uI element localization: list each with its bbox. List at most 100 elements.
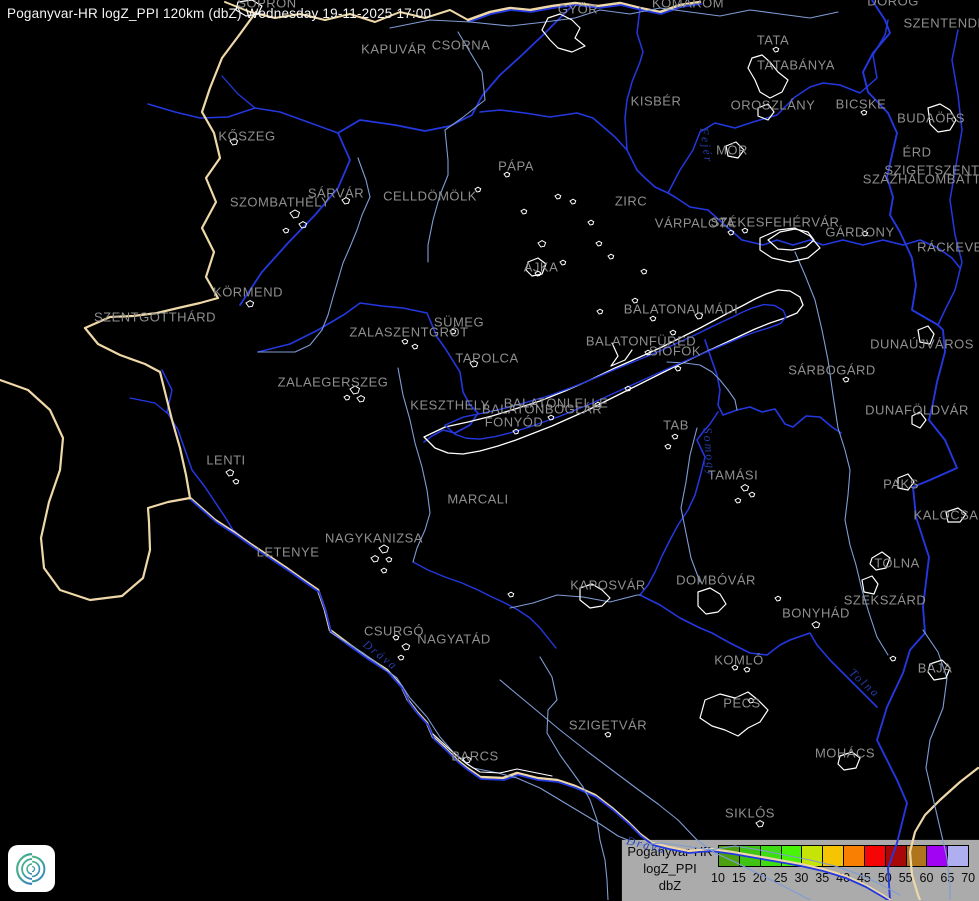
legend-tick: 65 [940,871,955,885]
settlement-outline [842,376,850,383]
city-label-tata: TATA [756,32,790,48]
city-label-dombovar: DOMBÓVÁR [676,572,756,588]
settlement-outline [225,469,235,477]
city-label-papa: PÁPA [498,158,534,174]
szigetvar-line [539,656,609,900]
legend-color-box [822,845,844,867]
legend-color-box [843,845,864,867]
legend-tick: 50 [877,871,892,885]
city-label-dunafoldvar: DUNAFÖLDVÁR [865,402,969,418]
city-label-nagykanizsa: NAGYKANIZSA [325,530,423,546]
settlement-outline [232,478,240,485]
city-label-szekszard: SZEKSZÁRD [843,592,927,608]
city-label-mohacs: MOHÁCS [814,745,876,761]
velence-lake [767,228,815,251]
settlement-outline [604,731,612,738]
legend-color-box [863,845,885,867]
settlement-outline [595,240,603,247]
settlement-outline [397,654,405,661]
szekesfehervar-outline [759,227,821,263]
settlement-outline [385,556,393,563]
settlement-outline [512,428,520,435]
city-label-ajka: AJKA [523,259,559,275]
sio [704,339,842,434]
szekszard-outline [861,575,879,595]
somogy-line [680,427,701,583]
city-label-lenti: LENTI [206,452,246,468]
city-label-marcali: MARCALI [447,491,509,507]
legend-color-box [759,845,781,867]
city-label-paks: PAKS [883,476,919,492]
city-label-budaors: BUDAÖRS [897,110,965,126]
settlement-outline [596,308,604,315]
conco [624,7,644,151]
city-label-szentgotthard: SZENTGOTTHÁRD [93,309,217,325]
hungaromet-logo [8,845,55,892]
city-label-tolna: TOLNA [874,555,920,571]
settlement-outline [537,240,547,248]
legend-color-scale [718,845,970,867]
legend-tick: 30 [794,871,809,885]
city-label-szekesfehervar: SZÉKESFEHÉRVÁR [710,214,840,230]
settlement-outline [370,555,380,563]
city-label-bicske: BICSKE [835,96,887,112]
legend-color-box [738,845,760,867]
legend-tick: 45 [856,871,871,885]
settlement-outline [674,365,682,372]
city-label-baja: BAJA [917,660,953,676]
city-label-erd: ÉRD [902,144,932,160]
city-label-csorna: CSORNA [431,37,491,53]
city-label-mor: MÓR [716,142,748,158]
city-label-gyor: GYŐR [557,1,599,17]
city-label-komarom: KOMÁROM [651,0,725,11]
danube-right [862,0,958,900]
settlement-outline [507,591,515,598]
city-label-komlo: KOMLÓ [714,652,764,668]
dombovar-outline [697,587,727,615]
city-label-kaposvar: KAPOSVÁR [570,577,646,593]
city-label-bonyhad: BONYHÁD [782,605,850,621]
settlement-outline [343,394,351,401]
settlement-outline [378,544,390,554]
city-label-zalaegerszeg: ZALAEGERSZEG [277,374,389,390]
legend-tick: 35 [815,871,830,885]
city-label-barcs: BARCS [451,748,499,764]
settlement-outline [755,820,765,828]
settlement-outline [748,491,756,498]
legend-tick: 15 [731,871,746,885]
radar-image-title: Poganyvar-HR logZ_PPI 120km (dbZ) Wednes… [7,6,432,21]
geo-annotation-dráva: Dráva [360,637,401,674]
city-label-tatabanya: TATABÁNYA [757,57,835,73]
city-label-szigetvar: SZIGETVÁR [568,717,648,733]
legend-color-box [884,845,906,867]
settlement-outline [649,315,657,322]
settlement-outline [245,300,255,308]
settlement-outline [356,395,366,403]
legend-tick: 55 [898,871,913,885]
legend-tick: 20 [752,871,767,885]
city-label-zirc: ZIRC [614,193,648,209]
dbz-color-legend: Poganyvar-HR logZ_PPI dbZ 10 15 20 25 30 35 40… [621,839,979,901]
city-label-szentendre: SZENTENDRE [903,15,979,31]
legend-color-box [780,845,802,867]
city-label-csurgo: CSURGÓ [363,623,425,639]
city-label-pecs: PÉCS [723,695,761,711]
settlement-outline [734,497,742,504]
settlement-outline [671,433,679,440]
settlement-outline [772,46,780,53]
city-label-letenye: LETENYE [256,544,320,560]
settlement-outline [411,343,419,350]
siofok-east [666,361,738,411]
legend-product: logZ_PPI [643,861,697,876]
marcal [427,31,486,263]
legend-color-box [801,845,823,867]
city-label-dorog: DOROG [867,0,919,9]
legend-tick: 40 [836,871,851,885]
border-slovenia [83,326,192,500]
legend-color-box [905,845,927,867]
stream-top [389,7,839,29]
city-label-kapuvar: KAPUVÁR [361,41,427,57]
legend-tick: 10 [711,871,725,885]
